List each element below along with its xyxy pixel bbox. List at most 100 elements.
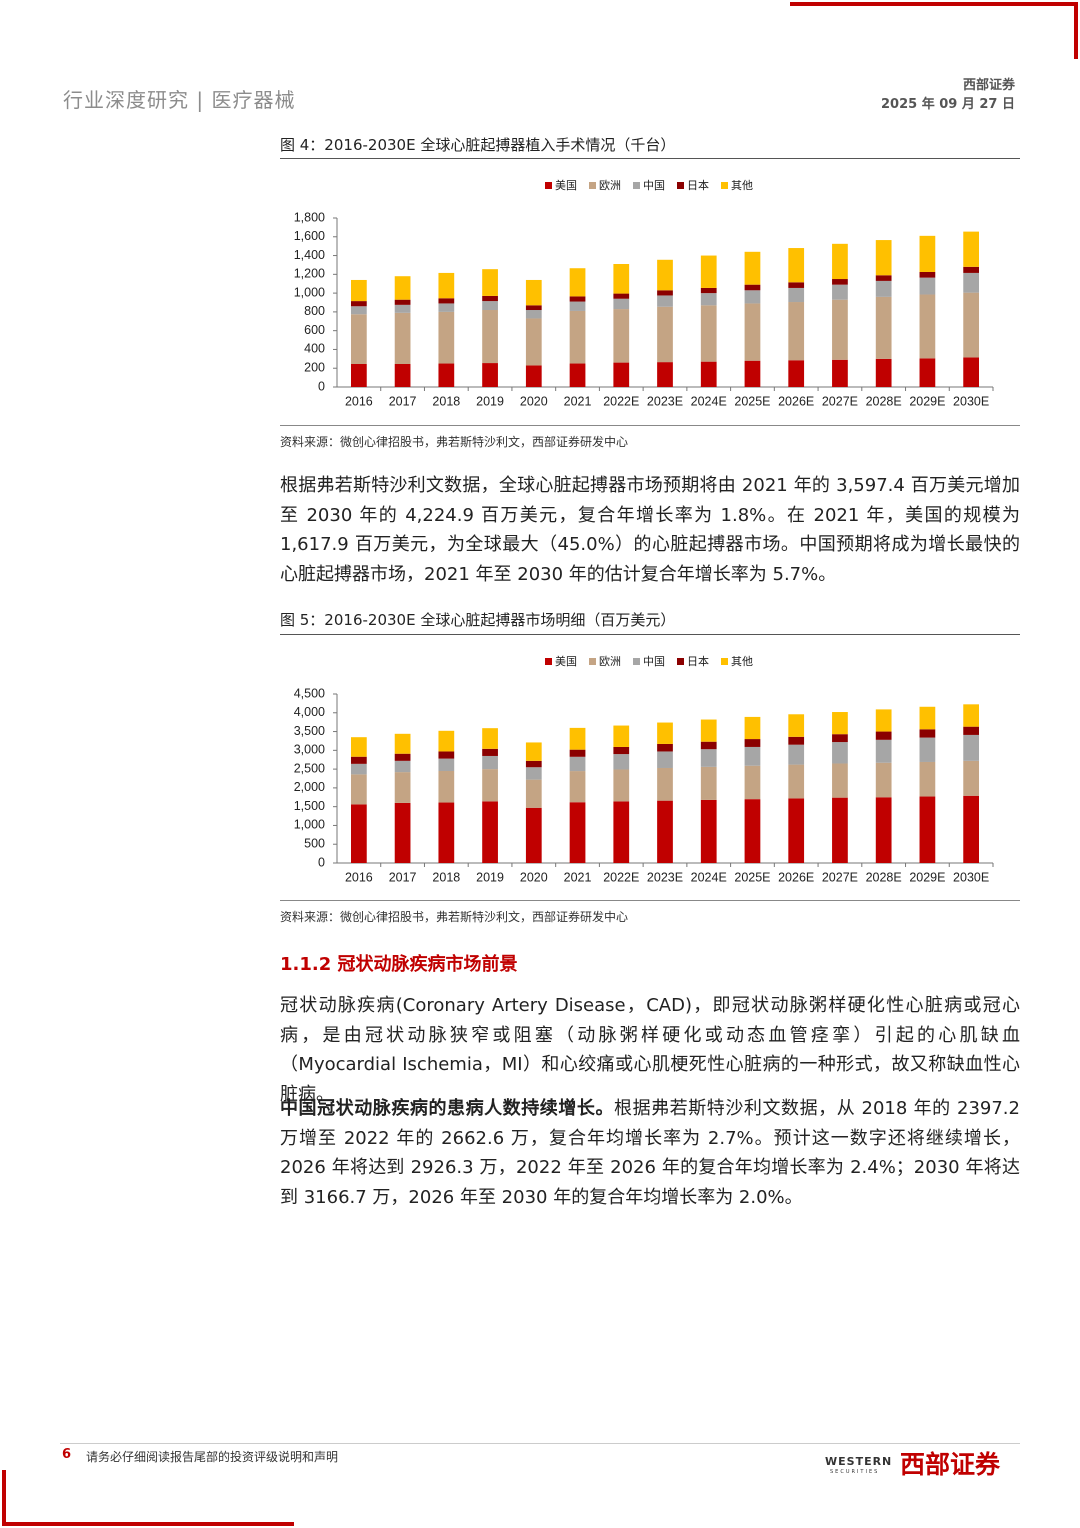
- rule: [280, 634, 1020, 635]
- x-tick-label: 2018: [432, 394, 460, 408]
- bar-segment: [569, 268, 586, 297]
- bar-segment: [525, 279, 542, 306]
- y-tick-label: 1,500: [294, 799, 325, 813]
- y-tick-label: 4,000: [294, 705, 325, 719]
- bar-segment: [832, 299, 848, 360]
- bar-segment: [963, 272, 980, 293]
- bar-segment: [569, 756, 586, 772]
- bar-segment: [350, 279, 367, 302]
- bar-segment: [875, 739, 892, 763]
- bar-segment: [832, 279, 848, 285]
- paragraph: 中国冠状动脉疾病的患病人数持续增长。根据弗若斯特沙利文数据，从 2018 年的 …: [280, 1094, 1020, 1212]
- x-tick-label: 2022E: [603, 870, 639, 884]
- bar-segment: [700, 305, 717, 362]
- legend-label: 其他: [731, 179, 753, 192]
- bar-segment: [744, 765, 761, 800]
- bar-segment: [744, 799, 761, 863]
- bar-segment: [482, 269, 498, 296]
- bar-segment: [919, 271, 936, 278]
- y-tick-label: 1,600: [294, 229, 325, 243]
- legend-label: 其他: [731, 655, 753, 668]
- bar-segment: [525, 305, 542, 311]
- chart: 美国 欧洲 中国 日本 其他 0 200 400 600 800 1,000 1,200 1,400 1,…: [294, 178, 994, 408]
- bar-segment: [919, 737, 936, 762]
- bar-segment: [438, 802, 455, 863]
- page-number: 6: [62, 1447, 72, 1462]
- bar-segment: [700, 799, 717, 863]
- bar-segment: [919, 358, 936, 387]
- header-date: 2025 年 09 月 27 日: [881, 97, 1015, 112]
- legend-swatch: [545, 182, 552, 189]
- bar-segment: [438, 751, 455, 759]
- bar-segment: [525, 742, 542, 761]
- x-tick-label: 2017: [389, 870, 417, 884]
- bar-segment: [569, 301, 586, 311]
- y-tick-label: 400: [304, 342, 325, 356]
- bar-segment: [613, 769, 630, 802]
- x-tick-label: 2021: [564, 394, 592, 408]
- bar-segment: [875, 762, 892, 798]
- bar-segment: [438, 303, 455, 312]
- rule: [280, 425, 1020, 426]
- bar-segment: [788, 744, 805, 765]
- figure-source: 资料来源：微创心律招股书，弗若斯特沙利文，西部证券研发中心: [280, 435, 629, 449]
- rule: [280, 158, 1020, 159]
- bar-segment: [482, 295, 498, 302]
- x-tick-label: 2028E: [866, 870, 902, 884]
- bar-segment: [350, 756, 367, 764]
- bar-segment: [569, 296, 586, 302]
- corner-bottom: [2, 1470, 294, 1526]
- bar-segment: [350, 306, 367, 315]
- bar-segment: [438, 298, 455, 304]
- bar-segment: [394, 772, 411, 803]
- bar-segment: [525, 318, 542, 366]
- bar-segment: [350, 763, 367, 775]
- bar-segment: [700, 255, 717, 288]
- x-tick-label: 2029E: [909, 394, 945, 408]
- bar-segment: [788, 282, 805, 288]
- bar-segment: [875, 280, 892, 297]
- x-tick-label: 2027E: [822, 394, 858, 408]
- x-tick-label: 2016: [345, 870, 373, 884]
- paragraph-lead: 中国冠状动脉疾病的患病人数持续增长。: [280, 1098, 615, 1119]
- figure-caption: 图 4：2016-2030E 全球心脏起搏器植入手术情况（千台）: [280, 136, 676, 154]
- bar-segment: [657, 722, 673, 744]
- bar-segment: [482, 801, 498, 863]
- x-tick-label: 2026E: [778, 870, 814, 884]
- bar-segment: [350, 804, 367, 863]
- bar-segment: [744, 284, 761, 291]
- bar-segment: [875, 296, 892, 359]
- bar-segment: [613, 725, 630, 747]
- bar-segment: [438, 730, 455, 752]
- bar-segment: [788, 287, 805, 303]
- bar-segment: [875, 797, 892, 863]
- x-tick-label: 2026E: [778, 394, 814, 408]
- bar-segment: [569, 363, 586, 387]
- bar-segment: [482, 748, 498, 756]
- legend-swatch: [677, 182, 684, 189]
- bar-segment: [788, 360, 805, 387]
- bar-segment: [700, 361, 717, 387]
- legend-label: 中国: [643, 179, 665, 192]
- paragraph: 冠状动脉疾病(Coronary Artery Disease，CAD)，即冠状动…: [280, 995, 1020, 1105]
- x-tick-label: 2017: [389, 394, 417, 408]
- bar-segment: [875, 358, 892, 387]
- bar-segment: [963, 266, 980, 273]
- y-tick-label: 4,500: [294, 686, 325, 700]
- bar-segment: [657, 259, 673, 291]
- x-tick-label: 2029E: [909, 870, 945, 884]
- bar-segment: [832, 284, 848, 300]
- bar-segment: [700, 741, 717, 750]
- legend-label: 中国: [643, 655, 665, 668]
- x-tick-label: 2027E: [822, 870, 858, 884]
- bar-segment: [394, 753, 411, 761]
- bar-segment: [919, 729, 936, 738]
- bar-segment: [963, 726, 980, 735]
- logo-cn: 西部证券: [900, 1450, 1001, 1479]
- logo-en: WESTERN: [825, 1455, 893, 1468]
- header-left: 行业深度研究 | 医疗器械: [63, 88, 296, 112]
- bar-segment: [438, 770, 455, 803]
- bar-segment: [482, 363, 498, 387]
- bar-segment: [744, 290, 761, 304]
